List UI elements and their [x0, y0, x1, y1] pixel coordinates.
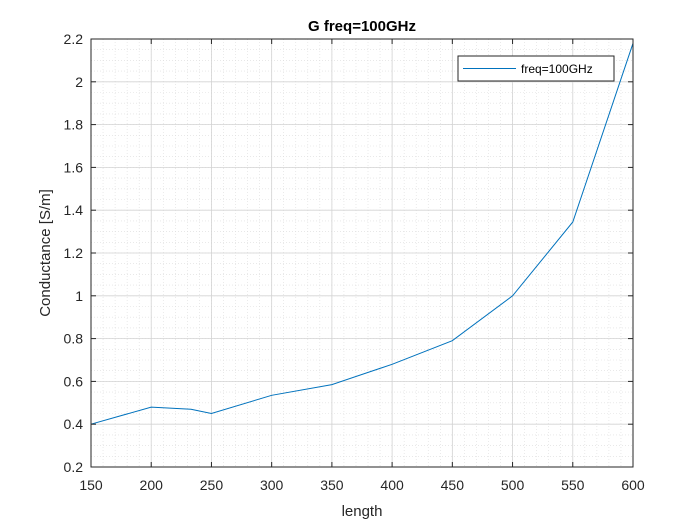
x-axis-label: length — [342, 503, 383, 520]
y-tick-label: 1.6 — [64, 159, 84, 175]
y-tick-label: 2.2 — [64, 31, 84, 47]
y-tick-label: 1.4 — [64, 202, 84, 218]
x-tick-label: 500 — [501, 477, 525, 493]
y-tick-label: 0.2 — [64, 459, 84, 475]
y-axis-label: Conductance [S/m] — [37, 189, 54, 317]
legend-entry-label: freq=100GHz — [521, 62, 593, 76]
y-tick-label: 0.4 — [64, 416, 84, 432]
y-tick-label: 1 — [75, 288, 83, 304]
y-tick-label: 0.6 — [64, 373, 84, 389]
x-tick-label: 450 — [441, 477, 465, 493]
x-tick-label: 250 — [200, 477, 224, 493]
legend: freq=100GHz — [457, 55, 615, 82]
y-tick-label: 2 — [75, 74, 83, 90]
y-tick-label: 1.2 — [64, 245, 84, 261]
y-tick-labels: 0.2 0.4 0.6 0.8 1 1.2 1.4 1.6 1.8 2 2.2 — [64, 31, 84, 475]
y-tick-label: 1.8 — [64, 117, 84, 133]
chart-title: G freq=100GHz — [308, 18, 416, 35]
x-tick-label: 550 — [561, 477, 585, 493]
y-tick-label: 0.8 — [64, 331, 84, 347]
tick-marks — [90, 38, 634, 468]
series-line — [90, 43, 634, 425]
x-tick-label: 150 — [79, 477, 103, 493]
x-tick-label: 200 — [140, 477, 164, 493]
series-layer — [90, 43, 634, 425]
x-tick-label: 600 — [621, 477, 645, 493]
x-tick-label: 350 — [320, 477, 344, 493]
x-tick-labels: 150 200 250 300 350 400 450 500 550 600 — [79, 477, 645, 493]
x-tick-label: 300 — [260, 477, 284, 493]
x-tick-label: 400 — [380, 477, 404, 493]
